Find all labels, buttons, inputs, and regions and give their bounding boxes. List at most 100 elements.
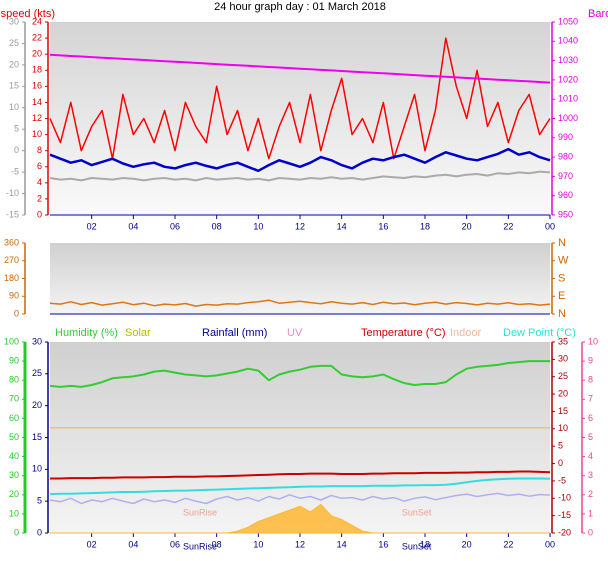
- y-tick-label: 1030: [558, 55, 578, 65]
- y-tick-label: 8: [37, 145, 42, 155]
- y-tick-label: 3: [588, 470, 593, 480]
- annotation: SunRise: [183, 507, 217, 517]
- y-tick-label: -15: [6, 209, 19, 219]
- plot-area: [50, 342, 550, 533]
- y-tick-label: 990: [558, 132, 573, 142]
- x-tick-label: 20: [462, 221, 472, 231]
- y-tick-label: 10: [588, 336, 598, 346]
- x-tick-label: 16: [378, 539, 388, 549]
- y-tick-label: 4: [588, 451, 593, 461]
- series-line: [49, 37, 551, 160]
- y-tick-label: 15: [32, 432, 42, 442]
- series-line: [49, 147, 551, 173]
- x-tick-label: 06: [170, 221, 180, 231]
- y-tick-label: 12: [32, 113, 42, 123]
- series-line: [50, 470, 551, 480]
- y-tick-label: 960: [558, 190, 573, 200]
- y-tick-label: 0: [558, 458, 563, 468]
- y-tick-label: 1040: [558, 36, 578, 46]
- y-tick-label: 6: [37, 161, 42, 171]
- legend-entry: UV: [287, 327, 303, 339]
- y-tick-label: 25: [32, 368, 42, 378]
- y-tick-label: 20: [558, 388, 568, 398]
- x-tick-label: 08: [212, 221, 222, 231]
- x-tick-label: 14: [337, 539, 347, 549]
- y-tick-label: 10: [32, 129, 42, 139]
- y-tick-label: 2: [37, 193, 42, 203]
- y-tick-label: 0: [37, 209, 42, 219]
- x-tick-label: 16: [378, 221, 388, 231]
- y-tick-label: 16: [32, 81, 42, 91]
- y-tick-label: N: [558, 237, 566, 249]
- y-tick-label: 10: [9, 102, 19, 112]
- legend-entry: Rainfall (mm): [202, 327, 267, 339]
- series-line: [49, 170, 551, 182]
- y-tick-label: 30: [558, 354, 568, 364]
- y-tick-label: 24: [32, 16, 42, 26]
- y-tick-label: 8: [588, 375, 593, 385]
- y-tick-label: 90: [9, 291, 19, 301]
- series-line: [49, 299, 551, 307]
- x-tick-label: 12: [295, 221, 305, 231]
- y-tick-label: 5: [14, 124, 19, 134]
- annotation-axis: SunSet: [402, 541, 432, 551]
- y-tick-label: 20: [32, 49, 42, 59]
- y-tick-label: N: [558, 308, 566, 320]
- y-tick-label: 1010: [558, 94, 578, 104]
- y-tick-label: 30: [9, 470, 19, 480]
- y-tick-label: 0: [14, 527, 19, 537]
- y-tick-label: 5: [558, 441, 563, 451]
- x-tick-label: 02: [87, 539, 97, 549]
- y-tick-label: 30: [32, 336, 42, 346]
- y-tick-label: 20: [9, 489, 19, 499]
- axis-label: Barometer (hpa): [588, 8, 608, 20]
- y-tick-label: -20: [558, 527, 571, 537]
- y-tick-label: 80: [9, 375, 19, 385]
- y-tick-label: 1050: [558, 16, 578, 26]
- y-tick-label: 10: [32, 464, 42, 474]
- y-tick-label: -5: [558, 475, 566, 485]
- y-tick-label: 6: [588, 413, 593, 423]
- series-area: [50, 503, 550, 534]
- x-tick-label: 10: [253, 539, 263, 549]
- x-tick-label: 02: [87, 221, 97, 231]
- x-tick-label: 14: [337, 221, 347, 231]
- y-tick-label: 0: [37, 527, 42, 537]
- y-tick-label: 15: [558, 406, 568, 416]
- y-tick-label: 70: [9, 394, 19, 404]
- y-tick-label: 970: [558, 171, 573, 181]
- series-line: [49, 477, 551, 496]
- y-tick-label: 0: [14, 145, 19, 155]
- x-tick-label: 20: [462, 539, 472, 549]
- legend-entry: Temperature (°C): [361, 327, 445, 339]
- y-tick-label: 0: [588, 527, 593, 537]
- y-tick-label: -10: [6, 188, 19, 198]
- series-line: [49, 492, 551, 505]
- y-tick-label: 40: [9, 451, 19, 461]
- series-line: [49, 53, 551, 84]
- y-tick-label: 22: [32, 32, 42, 42]
- y-tick-label: 980: [558, 151, 573, 161]
- y-tick-label: 5: [37, 496, 42, 506]
- x-tick-label: 04: [128, 539, 138, 549]
- y-tick-label: 1: [588, 508, 593, 518]
- y-tick-label: 15: [9, 81, 19, 91]
- y-tick-label: -15: [558, 510, 571, 520]
- y-tick-label: 2: [588, 489, 593, 499]
- y-tick-label: -5: [11, 166, 19, 176]
- x-tick-label: 22: [503, 221, 513, 231]
- y-tick-label: 7: [588, 394, 593, 404]
- y-tick-label: W: [558, 255, 569, 267]
- y-tick-label: 1000: [558, 113, 578, 123]
- annotation-axis: SunRise: [183, 541, 217, 551]
- y-tick-label: 950: [558, 209, 573, 219]
- legend-entry: Humidity (%): [55, 327, 118, 339]
- y-tick-label: 10: [558, 423, 568, 433]
- y-tick-label: 20: [32, 400, 42, 410]
- x-tick-label: 06: [170, 539, 180, 549]
- annotation: SunSet: [402, 507, 432, 517]
- plot-area: [50, 22, 550, 215]
- y-tick-label: 1020: [558, 74, 578, 84]
- y-tick-label: 50: [9, 432, 19, 442]
